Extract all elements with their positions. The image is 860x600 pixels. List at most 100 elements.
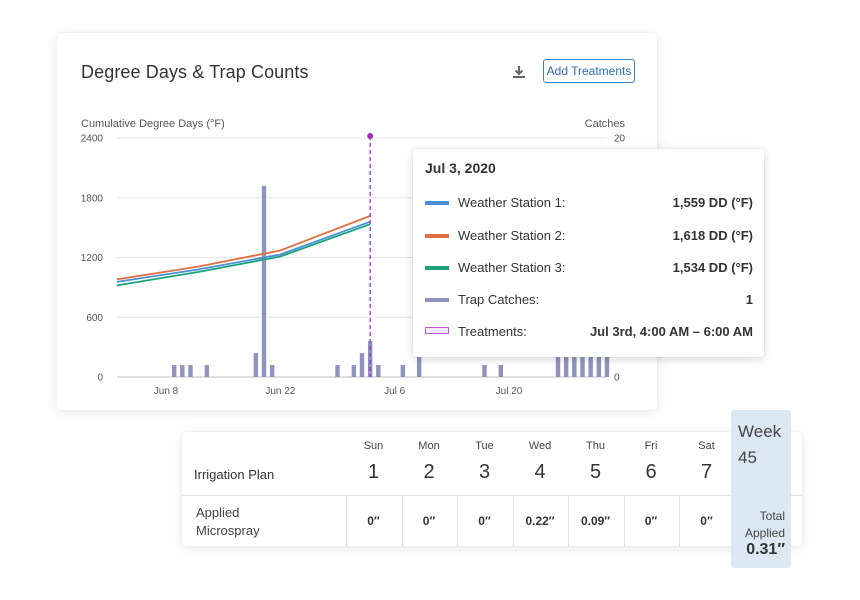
station-3-line xyxy=(116,223,371,287)
applied-value: 0.09″ xyxy=(580,514,611,528)
x-tick-label: Jul 6 xyxy=(384,386,406,397)
tooltip-row-station-1: Weather Station 1: 1,559 DD (°F) xyxy=(425,193,753,213)
day-column-sat: Sat 7 0″ xyxy=(679,432,734,546)
day-number: 4 xyxy=(534,461,546,483)
day-number: 2 xyxy=(423,461,435,483)
chart-title: Degree Days & Trap Counts xyxy=(81,62,309,82)
cursor-marker xyxy=(367,133,374,139)
tooltip-row-station-3: Weather Station 3: 1,534 DD (°F) xyxy=(425,258,753,278)
column-divider xyxy=(568,496,569,546)
y-tick-label: 1800 xyxy=(81,193,104,204)
day-name: Sat xyxy=(698,440,715,452)
column-divider xyxy=(457,496,458,546)
tooltip-label: Treatments: xyxy=(458,324,527,339)
irrigation-plan-card: Irrigation Plan Applied Microspray Sun 1 0… xyxy=(182,432,802,546)
trap-catch-bar xyxy=(367,341,373,377)
trap-catch-bar xyxy=(204,365,210,377)
total-label-line: Total xyxy=(759,509,785,523)
day-number: 5 xyxy=(589,461,602,483)
trap-catch-bar xyxy=(253,353,259,377)
y2-axis-title: Catches xyxy=(585,118,626,130)
y-tick-label: 600 xyxy=(86,313,103,324)
column-divider xyxy=(346,496,347,546)
tooltip-label: Trap Catches: xyxy=(458,292,540,307)
trap-catch-bar xyxy=(572,341,577,377)
tooltip-label: Weather Station 3: xyxy=(458,260,566,275)
y-axis-title: Cumulative Degree Days (°F) xyxy=(81,118,225,130)
tooltip-value: Jul 3rd, 4:00 AM – 6:00 AM xyxy=(589,324,753,339)
day-column-sun: Sun 1 0″ xyxy=(346,432,401,546)
trap-catch-bar xyxy=(188,365,193,377)
tooltip-row-trap-catches: Trap Catches: 1 xyxy=(425,290,753,310)
trap-catch-bar xyxy=(588,341,593,377)
y-tick-label: 1200 xyxy=(81,253,104,264)
legend-swatch xyxy=(425,234,449,238)
trap-catch-bar xyxy=(580,341,585,377)
add-treatments-button[interactable]: Add Treatments xyxy=(543,59,635,83)
applied-microspray-label: Applied Microspray xyxy=(196,504,260,540)
day-name: Thu xyxy=(586,440,605,452)
trap-catch-bar xyxy=(180,365,185,377)
trap-catch-bar xyxy=(555,341,561,377)
day-number: 7 xyxy=(700,461,713,483)
applied-value: 0.22″ xyxy=(525,514,555,528)
trap-catch-bar xyxy=(498,365,504,377)
station-1-line xyxy=(116,220,371,283)
tooltip-row-station-2: Weather Station 2: 1,618 DD (°F) xyxy=(425,226,753,246)
tooltip-value: 1,534 DD (°F) xyxy=(672,260,753,275)
week-number: 45 xyxy=(738,448,757,467)
trap-catch-bar xyxy=(400,365,406,377)
applied-value: 0″ xyxy=(422,514,436,528)
week-label: Week xyxy=(738,422,782,441)
tooltip-value: 1,559 DD (°F) xyxy=(672,195,753,210)
week-summary-card: Week 45 Total Applied 0.31″ xyxy=(731,410,791,568)
tooltip-label: Weather Station 2: xyxy=(458,228,566,243)
tooltip-value: 1 xyxy=(745,292,753,307)
day-column-mon: Mon 2 0″ xyxy=(402,432,457,546)
tooltip-value: 1,618 DD (°F) xyxy=(672,228,753,243)
column-divider xyxy=(512,496,514,546)
total-applied-label: Total Applied xyxy=(725,508,785,542)
trap-catch-bar xyxy=(261,185,267,377)
x-tick-label: Jun 8 xyxy=(154,386,179,397)
day-number: 1 xyxy=(367,461,380,483)
column-divider xyxy=(679,496,680,546)
trap-catch-bar xyxy=(596,341,602,377)
trap-catch-bar xyxy=(359,353,365,377)
trap-catch-bar xyxy=(171,365,177,377)
day-column-wed: Wed 4 0.22″ xyxy=(513,432,568,546)
day-name: Tue xyxy=(475,440,494,452)
x-tick-label: Jun 22 xyxy=(265,386,295,397)
trap-catch-bar xyxy=(416,353,422,377)
y-tick-label: 0 xyxy=(97,373,103,384)
station-2-line xyxy=(116,215,371,281)
legend-swatch xyxy=(425,327,449,334)
applied-value: 0″ xyxy=(478,514,491,528)
day-column-fri: Fri 6 0″ xyxy=(624,432,679,546)
chart-tooltip: Jul 3, 2020 Weather Station 1: 1,559 DD … xyxy=(413,149,764,357)
download-icon[interactable] xyxy=(510,63,528,81)
trap-catch-bar xyxy=(563,341,569,377)
day-name: Fri xyxy=(644,440,658,452)
legend-swatch xyxy=(425,201,449,205)
divider xyxy=(182,495,802,496)
trap-catch-bar xyxy=(269,365,275,377)
tooltip-row-treatments: Treatments: Jul 3rd, 4:00 AM – 6:00 AM xyxy=(425,322,753,342)
day-column-tue: Tue 3 0″ xyxy=(457,432,512,546)
row-label-line: Applied xyxy=(196,505,240,520)
y-tick-label: 2400 xyxy=(81,134,104,145)
day-number: 3 xyxy=(478,461,491,483)
day-name: Sun xyxy=(363,440,384,452)
tooltip-date: Jul 3, 2020 xyxy=(425,160,496,176)
row-label-line: Microspray xyxy=(196,523,260,538)
tooltip-label: Weather Station 1: xyxy=(458,195,566,210)
day-name: Wed xyxy=(528,440,552,452)
trap-catch-bar xyxy=(482,365,487,377)
x-tick-label: Jul 20 xyxy=(496,386,523,397)
trap-catch-bar xyxy=(604,341,610,377)
column-divider xyxy=(401,496,403,546)
total-label-line: Applied xyxy=(744,526,785,540)
applied-value: 0″ xyxy=(700,514,713,528)
trap-catch-bar xyxy=(376,365,381,377)
day-column-thu: Thu 5 0.09″ xyxy=(568,432,623,546)
